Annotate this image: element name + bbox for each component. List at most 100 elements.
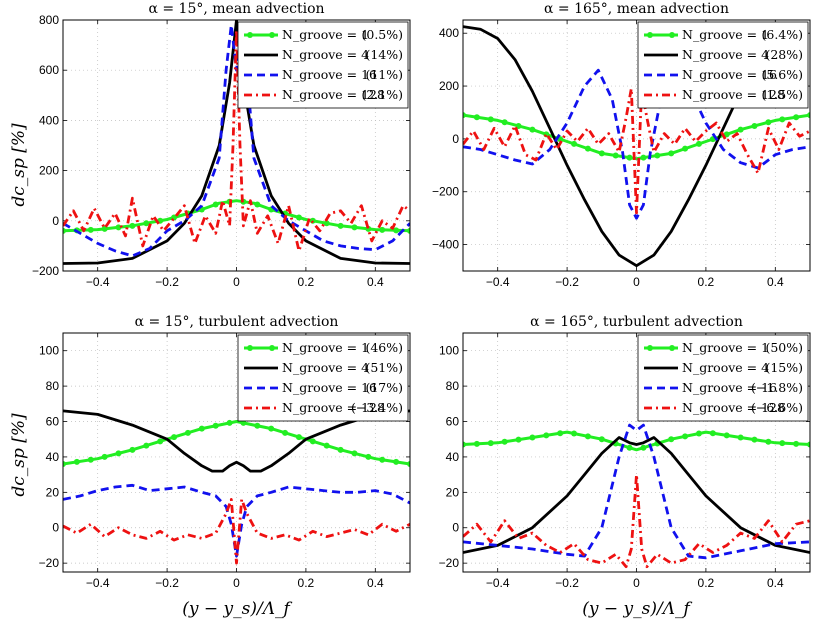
legend-percent: (50%) [765, 340, 803, 355]
series-marker [379, 226, 386, 233]
axes-frame [462, 332, 811, 573]
series-group [63, 409, 410, 565]
series-marker [807, 441, 810, 448]
series-marker [254, 201, 261, 208]
series-marker [407, 461, 410, 468]
series-marker [351, 224, 358, 231]
legend-label: N_groove = 16 [282, 67, 377, 82]
x-tick-label: −0.2 [555, 275, 579, 289]
series-marker [473, 114, 480, 121]
legend: N_groove = 1(6.4%) N_groove = 4(28%) N_gro… [637, 21, 809, 109]
series-marker [129, 446, 136, 453]
y-tick-label: 200 [439, 79, 459, 93]
series-marker [143, 220, 150, 227]
x-tick-label: 0.2 [698, 576, 715, 590]
x-tick-label: 0.2 [298, 275, 315, 289]
series-marker [115, 450, 122, 457]
y-tick-label: 20 [46, 485, 60, 499]
series-line [463, 25, 760, 268]
series-marker [626, 444, 633, 451]
series-marker [323, 442, 330, 449]
y-tick-label: 400 [439, 26, 459, 40]
y-tick-label: 60 [446, 415, 460, 429]
y-tick-label: 40 [446, 450, 460, 464]
series-marker [695, 430, 702, 437]
legend-percent: (−3.4%) [351, 400, 403, 415]
legend: N_groove = 1(50%) N_groove = 4(15%) N_groo… [637, 334, 809, 422]
series-marker [337, 446, 344, 453]
chart-title: α = 15°, mean advection [148, 1, 324, 17]
x-tick-label: 0 [233, 275, 240, 289]
series-line [63, 20, 410, 265]
series-marker [584, 145, 591, 152]
x-tick-label: −0.2 [555, 576, 579, 590]
series-marker [463, 112, 466, 119]
series-marker [584, 433, 591, 440]
series-marker [101, 453, 108, 460]
y-tick-label: 400 [39, 113, 59, 127]
x-tick-label: 0.2 [298, 576, 315, 590]
y-tick-label: 100 [39, 344, 59, 358]
x-tick-label: 0.4 [367, 576, 384, 590]
legend-percent: (28%) [765, 47, 803, 62]
series-marker [323, 220, 330, 227]
series-marker [254, 422, 261, 429]
x-tick-label: −0.2 [155, 576, 179, 590]
y-tick-label: 40 [46, 450, 60, 464]
legend-marker [647, 32, 653, 38]
y-axis-label-top: dc_sp [%] [9, 123, 29, 207]
series-marker [668, 436, 675, 443]
series-marker [557, 430, 564, 437]
series-marker [626, 154, 633, 161]
series-marker [543, 432, 550, 439]
axes-frame [62, 19, 411, 272]
series-marker [765, 119, 772, 126]
x-tick-label: 0 [633, 275, 640, 289]
series-marker [598, 436, 605, 443]
legend-label: N_groove = 128 [682, 87, 785, 102]
legend-marker [669, 345, 675, 351]
legend-percent: (14%) [365, 47, 403, 62]
series-marker [723, 432, 730, 439]
legend-label: N_groove = 1 [282, 340, 369, 355]
legend-percent: (−1.8%) [751, 380, 803, 395]
series-marker [640, 444, 647, 451]
series-marker [198, 425, 205, 432]
legend: N_groove = 1(46%) N_groove = 4(51%) N_groo… [237, 334, 409, 422]
series-marker [365, 453, 372, 460]
legend-label: N_groove = 4 [282, 47, 369, 62]
legend-label: N_groove = 128 [282, 87, 385, 102]
series-marker [473, 440, 480, 447]
series-line [463, 423, 810, 560]
chart-title: α = 165°, mean advection [544, 1, 729, 17]
legend-marker [647, 345, 653, 351]
series-marker [393, 227, 400, 234]
series-marker [268, 425, 275, 432]
legend-marker [669, 32, 675, 38]
legend-label: N_groove = 1 [282, 27, 369, 42]
series-marker [668, 150, 675, 157]
legend-percent: (1.5%) [761, 87, 803, 102]
series-marker [612, 152, 619, 159]
series-marker [695, 140, 702, 147]
legend-label: N_groove = 128 [282, 400, 385, 415]
series-marker [737, 434, 744, 441]
series-marker [751, 122, 758, 129]
x-axis-label-right: (y − y_s)/Λ_f [582, 599, 692, 619]
series-marker [63, 227, 66, 234]
series-group [63, 20, 410, 265]
y-tick-label: 600 [39, 63, 59, 77]
y-tick-label: 0 [452, 521, 459, 535]
chart-panel-bottom-left: −0.4 −0.2 0 0.2 0.4 −20 0 20 40 60 80 100 α = 15°, t… [39, 314, 411, 590]
series-marker [73, 458, 80, 465]
x-tick-label: 0 [233, 576, 240, 590]
series-marker [171, 434, 178, 441]
series-marker [115, 224, 122, 231]
x-tick-label: 0.4 [767, 275, 784, 289]
series-marker [226, 419, 233, 426]
legend-label: N_groove = 16 [682, 67, 777, 82]
legend-label: N_groove = 16 [682, 380, 777, 395]
series-marker [87, 226, 94, 233]
series-marker [282, 429, 289, 436]
